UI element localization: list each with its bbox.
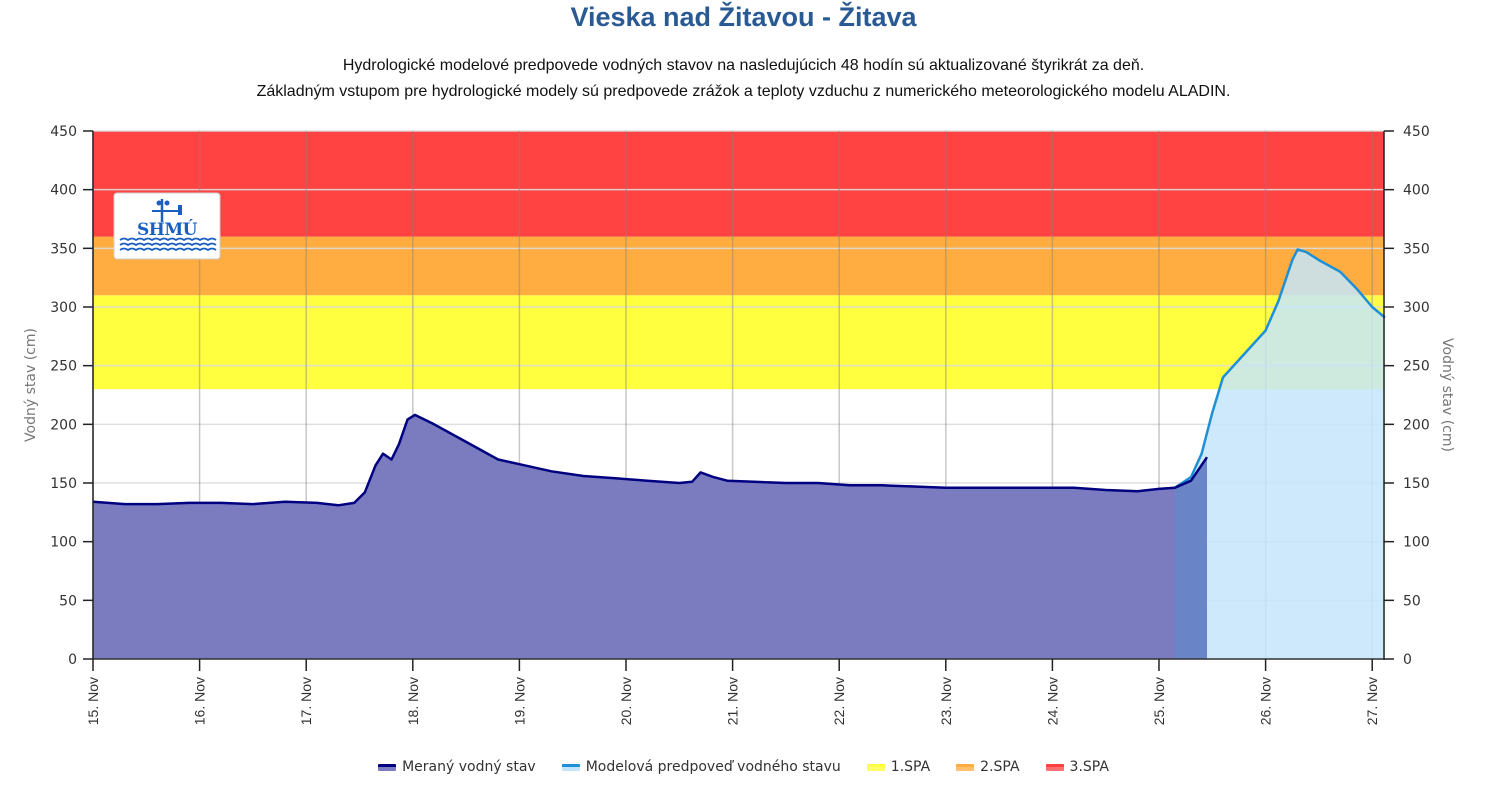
legend-label: 3.SPA xyxy=(1069,759,1109,775)
logo-box xyxy=(113,192,221,260)
y-tick-label-right: 250 xyxy=(1403,359,1430,375)
x-tick-label: 25. Nov xyxy=(1151,677,1167,725)
x-tick-label: 17. Nov xyxy=(298,677,314,725)
x-tick-label: 18. Nov xyxy=(405,677,421,725)
x-tick-label: 15. Nov xyxy=(85,677,101,725)
legend-label: 1.SPA xyxy=(890,759,931,775)
measured-line xyxy=(92,413,1209,507)
wave-icon xyxy=(119,242,217,247)
legend-label: Modelová predpoveď vodného stavu xyxy=(585,759,841,775)
legend-item-spa3[interactable]: 3.SPA xyxy=(1045,759,1109,775)
legend-item-spa1[interactable]: 1.SPA xyxy=(866,759,931,775)
legend-swatch-icon xyxy=(378,763,397,771)
legend-label: 2.SPA xyxy=(980,759,1020,775)
y-tick-label-left: 450 xyxy=(50,124,77,140)
threshold-band-3spa xyxy=(93,131,1384,237)
y-tick-label-left: 300 xyxy=(50,300,77,316)
legend-item-measured[interactable]: Meraný vodný stav xyxy=(378,759,536,775)
subtitle-line-2: Základným vstupom pre hydrologické model… xyxy=(256,83,1231,100)
y-tick-label-left: 200 xyxy=(50,417,77,433)
y-tick-label-right: 450 xyxy=(1403,124,1430,140)
threshold-bands xyxy=(93,131,1384,390)
y-tick-label-right: 150 xyxy=(1403,476,1430,492)
measured-area xyxy=(93,414,1207,659)
page-title: Vieska nad Žitavou - Žitava xyxy=(570,2,917,32)
y-tick-label-left: 0 xyxy=(68,652,77,668)
vane-tail-icon xyxy=(178,205,182,215)
vane-cup-icon xyxy=(156,200,162,206)
wave-icon xyxy=(119,247,217,252)
forecast-line xyxy=(1174,248,1386,489)
y-tick-label-left: 50 xyxy=(59,593,77,609)
x-tick-label: 23. Nov xyxy=(938,677,954,725)
legend-swatch-icon xyxy=(561,763,580,771)
threshold-band-1spa xyxy=(93,295,1384,390)
legend-item-spa2[interactable]: 2.SPA xyxy=(956,759,1020,775)
x-tick-label: 19. Nov xyxy=(511,677,527,725)
legend-label: Meraný vodný stav xyxy=(402,759,536,775)
legend-swatch-icon xyxy=(866,763,885,771)
x-tick-label: 16. Nov xyxy=(192,677,208,725)
subtitle-line-1: Hydrologické modelové predpovede vodných… xyxy=(342,57,1145,74)
series-layer xyxy=(92,248,1386,659)
x-tick-label: 21. Nov xyxy=(725,677,741,725)
axes: 0 0 50 50 100 100 150 150 200 200 250 250 300 300 350 3… xyxy=(23,124,1455,725)
y-tick-label-right: 200 xyxy=(1403,417,1430,433)
y-tick-label-left: 350 xyxy=(50,241,77,257)
shmu-logo: SHMÚ xyxy=(113,192,221,260)
x-tick-label: 22. Nov xyxy=(831,677,847,725)
x-tick-label: 27. Nov xyxy=(1364,677,1380,725)
y-tick-label-left: 150 xyxy=(50,476,77,492)
y-axis-title-right: Vodný stav (cm) xyxy=(1439,338,1455,452)
legend-swatch-icon xyxy=(956,763,975,771)
x-tick-label: 26. Nov xyxy=(1258,677,1274,725)
y-tick-label-right: 50 xyxy=(1403,593,1421,609)
y-tick-label-right: 0 xyxy=(1403,652,1412,668)
legend-swatch-icon xyxy=(1045,763,1064,771)
logo-text: SHMÚ xyxy=(137,219,198,240)
y-tick-label-right: 350 xyxy=(1403,241,1430,257)
wave-icon xyxy=(119,237,217,242)
x-tick-label: 20. Nov xyxy=(618,677,634,725)
chart-legend: Meraný vodný stav Modelová predpoveď vod… xyxy=(0,759,1487,775)
y-tick-label-left: 250 xyxy=(50,359,77,375)
y-tick-label-left: 100 xyxy=(50,535,77,551)
y-tick-label-left: 400 xyxy=(50,183,77,199)
y-tick-label-right: 400 xyxy=(1403,183,1430,199)
threshold-band-2spa xyxy=(93,236,1384,296)
legend-item-forecast[interactable]: Modelová predpoveď vodného stavu xyxy=(561,759,841,775)
forecast-area xyxy=(1175,249,1385,659)
vane-cup-icon xyxy=(164,200,170,206)
y-axis-title-left: Vodný stav (cm) xyxy=(23,328,39,442)
x-tick-label: 24. Nov xyxy=(1044,677,1060,725)
y-tick-label-right: 300 xyxy=(1403,300,1430,316)
y-tick-label-right: 100 xyxy=(1403,535,1430,551)
